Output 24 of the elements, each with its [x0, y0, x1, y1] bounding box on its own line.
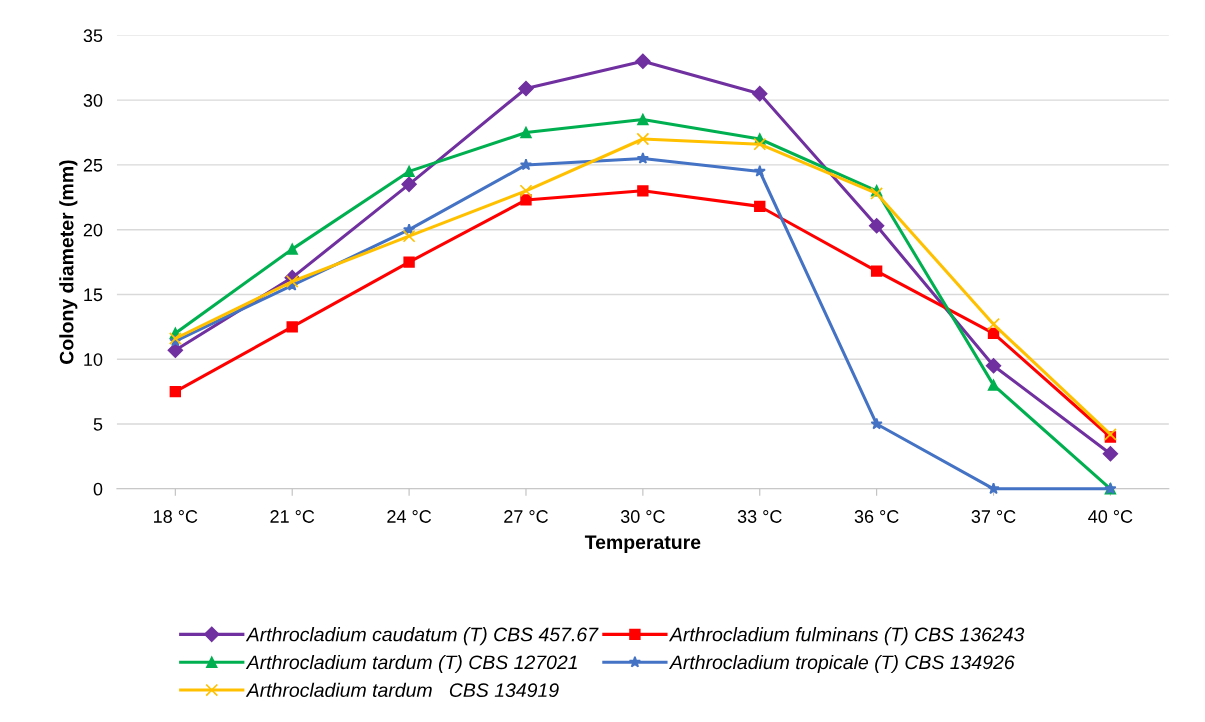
legend-label: Arthrocladium tropicale (T) CBS 134926	[668, 654, 1015, 674]
y-tick-label: 20	[83, 223, 103, 237]
x-tick-label: 37 °C	[971, 510, 1016, 523]
y-tick-label: 10	[84, 353, 103, 366]
legend-label: Arthrocladium caudatum (T) CBS 457.67	[245, 627, 599, 646]
legend-label: Arthrocladium fulminans (T) CBS 136243	[668, 627, 1025, 646]
x-tick-label: 30 °C	[620, 510, 665, 523]
y-axis-title: Colony diameter (mm)	[59, 160, 78, 364]
legend-label: Arthrocladium tardum (T) CBS 127021	[245, 654, 577, 674]
x-tick-label: 33 °C	[737, 510, 782, 523]
y-tick-label: 15	[84, 288, 103, 302]
x-tick-label: 24 °C	[387, 510, 432, 523]
y-tick-label: 35	[83, 29, 103, 43]
y-tick-label: 25	[83, 158, 103, 172]
x-tick-label: 40 °C	[1088, 510, 1133, 523]
x-tick-label: 27 °C	[504, 510, 548, 523]
y-tick-label: 0	[93, 482, 103, 496]
y-tick-label: 30	[83, 94, 103, 107]
x-axis-title: Temperature	[584, 535, 701, 553]
x-tick-label: 18 °C	[154, 510, 198, 523]
x-tick-label: 21 °C	[270, 510, 315, 523]
y-tick-label: 5	[93, 418, 103, 431]
x-tick-label: 36 °C	[854, 510, 899, 523]
legend-label: Arthrocladium tardum CBS 134919	[245, 682, 559, 698]
